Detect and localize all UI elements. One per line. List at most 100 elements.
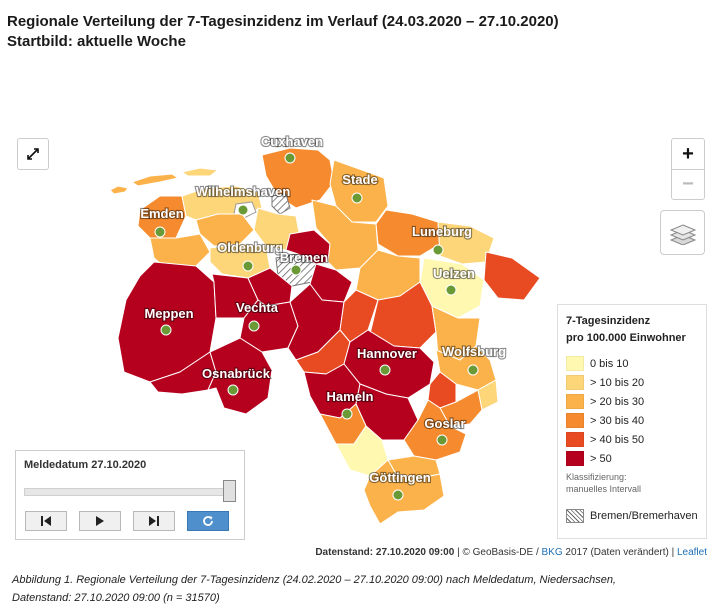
- city-marker[interactable]: [351, 192, 363, 204]
- fullscreen-button[interactable]: [17, 138, 49, 170]
- slider-thumb[interactable]: [223, 480, 236, 502]
- bkg-link[interactable]: BKG: [541, 547, 563, 558]
- city-label: Vechta: [236, 300, 279, 315]
- refresh-button[interactable]: [187, 511, 229, 531]
- city-label: Emden: [140, 206, 183, 221]
- title-line-2: Startbild: aktuelle Woche: [7, 33, 186, 50]
- legend-hatch-row: Bremen/Bremerhaven: [566, 509, 698, 523]
- city-marker[interactable]: [227, 384, 239, 396]
- city-marker[interactable]: [379, 364, 391, 376]
- legend-row: > 50: [566, 449, 698, 468]
- source-datenstand: Datenstand: 27.10.2020 09:00: [315, 547, 455, 558]
- legend-swatch: [566, 432, 584, 447]
- skip-forward-icon: [149, 516, 159, 526]
- legend-label: > 40 bis 50: [590, 433, 645, 446]
- city-label: Göttingen: [369, 470, 430, 485]
- legend-swatch: [566, 451, 584, 466]
- city-marker[interactable]: [160, 324, 172, 336]
- skip-back-icon: [41, 516, 51, 526]
- city-marker[interactable]: [237, 204, 249, 216]
- legend-row: 0 bis 10: [566, 354, 698, 373]
- legend-swatch: [566, 356, 584, 371]
- legend-swatch: [566, 375, 584, 390]
- leaflet-link[interactable]: Leaflet: [676, 547, 707, 558]
- hatch-swatch: [566, 509, 584, 523]
- city-label: Uelzen: [433, 266, 475, 281]
- city-marker[interactable]: [436, 434, 448, 446]
- city-marker[interactable]: [284, 152, 296, 164]
- legend-row: > 40 bis 50: [566, 430, 698, 449]
- play-icon: [96, 516, 104, 526]
- date-slider-panel: Meldedatum 27.10.2020: [15, 450, 245, 540]
- city-label: Luneburg: [412, 224, 472, 239]
- legend-swatch: [566, 413, 584, 428]
- legend-row: > 20 bis 30: [566, 392, 698, 411]
- legend-note: Klassifizierung: manuelles Intervall: [566, 471, 698, 495]
- city-marker[interactable]: [290, 264, 302, 276]
- legend-label: > 50: [590, 452, 612, 465]
- figure-caption: Abbildung 1. Regionale Verteilung der 7-…: [12, 571, 702, 607]
- city-marker[interactable]: [392, 489, 404, 501]
- legend-row: > 30 bis 40: [566, 411, 698, 430]
- layers-icon: [669, 223, 696, 245]
- region-islands-1: [109, 185, 129, 195]
- legend-note-line-2: manuelles Intervall: [566, 484, 642, 494]
- slider-track[interactable]: [24, 488, 236, 496]
- legend-label: 0 bis 10: [590, 357, 629, 370]
- city-marker[interactable]: [154, 226, 166, 238]
- source-year: 2017 (Daten verändert) |: [562, 547, 677, 558]
- caption-line-1: Abbildung 1. Regionale Verteilung der 7-…: [12, 574, 616, 586]
- region-dannenberg: [483, 251, 541, 301]
- region-stade: [329, 159, 389, 223]
- legend: 7-Tagesinzidenz pro 100.000 Einwohner 0 …: [557, 304, 707, 539]
- city-label: Hannover: [357, 346, 417, 361]
- city-label: Stade: [342, 172, 377, 187]
- city-marker[interactable]: [248, 320, 260, 332]
- slider-date-label: Meldedatum 27.10.2020: [24, 459, 147, 471]
- city-label: Wolfsburg: [442, 344, 506, 359]
- legend-row: > 10 bis 20: [566, 373, 698, 392]
- source-attribution: Datenstand: 27.10.2020 09:00 | © GeoBasi…: [315, 547, 707, 558]
- page-title: Regionale Verteilung der 7-Tagesinzidenz…: [7, 12, 559, 52]
- region-emden: [137, 195, 187, 239]
- skip-forward-button[interactable]: [133, 511, 175, 531]
- expand-icon: [27, 148, 39, 160]
- city-marker[interactable]: [445, 284, 457, 296]
- city-label: Osnabrück: [202, 366, 271, 381]
- refresh-icon: [203, 516, 213, 526]
- legend-title-line-2: pro 100.000 Einwohner: [566, 332, 686, 344]
- zoom-in-button[interactable]: +: [682, 142, 694, 165]
- choropleth-map[interactable]: Cuxhaven Wilhelmshaven Stade Emden Oldenburg…: [0, 128, 718, 563]
- city-marker[interactable]: [432, 244, 444, 256]
- city-label: Oldenburg: [217, 240, 283, 255]
- city-label: Goslar: [424, 416, 465, 431]
- zoom-out-button[interactable]: −: [672, 169, 704, 199]
- city-marker[interactable]: [341, 408, 353, 420]
- legend-label: > 20 bis 30: [590, 395, 645, 408]
- region-islands-2: [131, 173, 179, 187]
- skip-back-button[interactable]: [25, 511, 67, 531]
- legend-label: > 30 bis 40: [590, 414, 645, 427]
- legend-note-line-1: Klassifizierung:: [566, 472, 627, 482]
- legend-hatch-label: Bremen/Bremerhaven: [590, 510, 698, 522]
- map-area[interactable]: Cuxhaven Wilhelmshaven Stade Emden Oldenburg…: [0, 128, 718, 563]
- title-line-1: Regionale Verteilung der 7-Tagesinzidenz…: [7, 13, 559, 30]
- region-osnabrueck: [207, 337, 273, 415]
- legend-title: 7-Tagesinzidenz pro 100.000 Einwohner: [566, 313, 698, 347]
- city-marker[interactable]: [242, 260, 254, 272]
- layers-button[interactable]: [660, 210, 705, 255]
- city-label: Cuxhaven: [261, 134, 323, 149]
- region-leer: [149, 233, 211, 269]
- city-label: Hameln: [327, 389, 374, 404]
- region-ammerland: [195, 213, 255, 247]
- region-northeim: [335, 425, 389, 477]
- play-button[interactable]: [79, 511, 121, 531]
- region-islands-3: [181, 167, 219, 177]
- legend-label: > 10 bis 20: [590, 376, 645, 389]
- region-goettingen: [363, 459, 445, 525]
- city-label: Wilhelmshaven: [196, 184, 291, 199]
- city-marker[interactable]: [467, 364, 479, 376]
- caption-line-2: Datenstand: 27.10.2020 09:00 (n = 31570): [12, 592, 220, 604]
- region-osterholz: [285, 229, 331, 265]
- region-cuxhaven: [261, 147, 335, 209]
